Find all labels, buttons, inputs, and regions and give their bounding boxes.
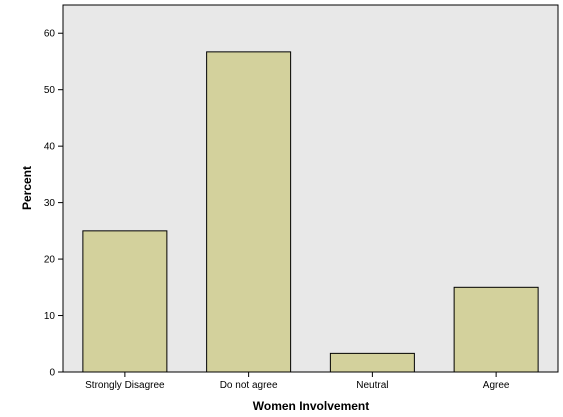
x-axis: Strongly Disagree Do not agree Neutral Agre… — [85, 372, 510, 391]
x-tick-label: Strongly Disagree — [85, 380, 165, 391]
y-tick-label: 50 — [44, 85, 56, 96]
x-tick-label: Do not agree — [220, 380, 278, 391]
y-tick-label: 20 — [44, 255, 56, 266]
bar — [206, 51, 292, 373]
y-tick-label: 0 — [49, 368, 55, 379]
x-axis-title: Women Involvement — [253, 399, 369, 413]
x-tick-label: Neutral — [356, 380, 388, 391]
bar — [329, 352, 415, 373]
x-tick-label: Agree — [483, 380, 510, 391]
y-tick-label: 60 — [44, 29, 56, 40]
y-axis-title: Percent — [20, 166, 34, 210]
y-axis: 0 10 20 30 40 50 60 — [44, 29, 63, 379]
y-tick-label: 30 — [44, 198, 56, 209]
bar — [453, 286, 539, 373]
y-tick-label: 40 — [44, 142, 56, 153]
bar — [82, 230, 168, 373]
y-tick-label: 10 — [44, 311, 56, 322]
